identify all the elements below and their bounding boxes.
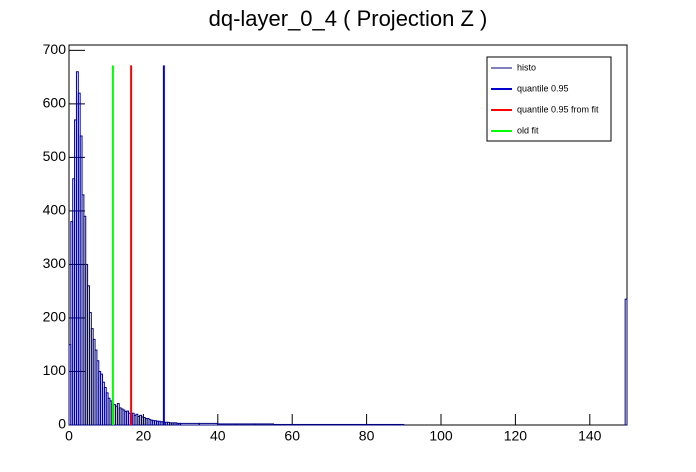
histogram-bin [180, 422, 200, 426]
legend-box [486, 56, 612, 142]
legend-label: quantile 0.95 from fit [517, 104, 599, 114]
legend-label: quantile 0.95 [517, 83, 569, 93]
x-tick-label: 0 [65, 428, 73, 444]
y-tick-label: 700 [43, 41, 67, 57]
y-tick-label: 100 [43, 362, 67, 378]
histogram-bin [235, 423, 256, 426]
histogram-bin [347, 423, 368, 426]
histogram-bin [366, 423, 386, 426]
x-tick-label: 40 [210, 428, 226, 444]
y-tick-label: 200 [43, 309, 67, 325]
y-tick-label: 600 [43, 95, 67, 111]
chart-title: dq-layer_0_4 ( Projection Z ) [209, 6, 488, 31]
y-tick-label: 300 [43, 255, 67, 271]
x-tick-label: 80 [359, 428, 375, 444]
y-tick-label: 400 [43, 202, 67, 218]
histogram-bin [273, 423, 293, 426]
y-tick-label: 500 [43, 148, 67, 164]
x-tick-label: 120 [504, 428, 528, 444]
histogram-bin [217, 423, 237, 426]
legend-label: old fit [517, 125, 539, 135]
x-tick-label: 100 [429, 428, 453, 444]
histogram-bin [624, 298, 628, 426]
histogram-bin [328, 423, 349, 426]
histogram-bin [291, 423, 312, 426]
y-tick-label: 0 [58, 416, 66, 432]
x-tick-label: 60 [284, 428, 300, 444]
histogram-bin [384, 423, 405, 426]
histogram-bin [254, 423, 275, 426]
legend-label: histo [517, 62, 536, 72]
histogram-bin [198, 422, 219, 426]
x-tick-label: 140 [578, 428, 602, 444]
x-tick-label: 20 [136, 428, 152, 444]
histogram-bin [310, 423, 330, 426]
